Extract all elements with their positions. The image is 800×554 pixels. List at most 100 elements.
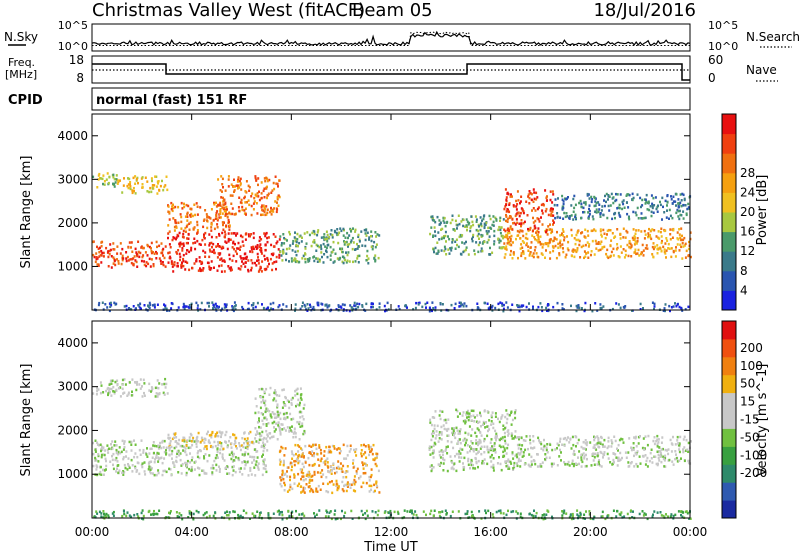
range-cell	[140, 511, 143, 515]
range-cell	[297, 472, 300, 476]
range-cell	[266, 211, 269, 215]
range-cell	[505, 464, 508, 468]
range-cell	[274, 389, 277, 392]
range-cell	[230, 268, 233, 272]
range-cell	[94, 456, 97, 460]
range-cell	[256, 212, 259, 215]
range-cell	[626, 231, 629, 234]
range-cell	[499, 239, 502, 243]
range-cell	[671, 202, 674, 205]
range-cell	[281, 510, 283, 514]
range-cell	[107, 386, 110, 390]
range-cell	[344, 511, 347, 514]
range-cell	[173, 263, 176, 267]
range-cell	[616, 447, 618, 450]
range-cell	[168, 243, 171, 246]
range-cell	[203, 441, 206, 444]
range-cell	[443, 216, 446, 220]
range-cell	[163, 382, 166, 386]
range-cell	[542, 202, 545, 206]
range-cell	[154, 458, 157, 461]
range-cell	[164, 184, 167, 187]
range-cell	[572, 210, 575, 213]
range-cell	[590, 229, 593, 233]
range-cell	[582, 211, 584, 214]
range-cell	[98, 255, 101, 258]
range-cell	[289, 483, 292, 487]
range-cell	[666, 204, 668, 207]
range-cell	[227, 178, 230, 181]
range-cell	[437, 440, 440, 443]
range-cell	[634, 248, 637, 251]
range-cell	[322, 461, 325, 464]
range-cell	[295, 458, 298, 461]
range-cell	[301, 468, 304, 471]
range-cell	[263, 458, 266, 461]
range-cell	[338, 257, 341, 261]
range-cell	[278, 394, 281, 397]
range-cell	[509, 239, 512, 243]
range-cell	[196, 439, 199, 443]
range-cell	[288, 230, 291, 234]
range-cell	[210, 208, 213, 211]
range-cell	[583, 309, 586, 313]
range-cell	[116, 383, 119, 387]
range-cell	[209, 268, 212, 271]
range-cell	[502, 303, 505, 307]
range-cell	[196, 239, 199, 243]
range-cell	[469, 461, 472, 464]
range-cell	[481, 459, 484, 463]
range-cell	[437, 231, 440, 234]
colorbar-tick-label: 8	[740, 264, 748, 278]
range-cell	[518, 305, 521, 309]
range-cell	[143, 394, 146, 397]
range-cell	[509, 215, 511, 218]
range-cell	[231, 473, 234, 477]
range-cell	[593, 204, 596, 208]
range-cell	[153, 512, 156, 516]
range-cell	[307, 260, 310, 263]
range-cell	[572, 197, 575, 201]
range-cell	[647, 235, 649, 239]
range-cell	[96, 473, 99, 477]
range-cell	[128, 514, 131, 517]
range-cell	[328, 304, 331, 307]
range-cell	[258, 432, 261, 435]
range-cell	[657, 230, 660, 233]
range-cell	[279, 482, 282, 486]
range-cell	[208, 233, 211, 236]
range-cell	[520, 243, 523, 246]
range-cell	[326, 255, 329, 259]
range-cell	[367, 262, 370, 265]
range-cell	[316, 233, 319, 237]
range-cell	[464, 419, 467, 422]
range-cell	[225, 212, 227, 216]
range-cell	[501, 246, 503, 250]
range-cell	[687, 461, 690, 465]
range-cell	[662, 514, 665, 518]
range-cell	[452, 467, 455, 471]
range-cell	[551, 230, 554, 233]
range-cell	[180, 464, 183, 467]
range-cell	[239, 268, 242, 271]
range-cell	[224, 201, 227, 204]
range-cell	[259, 396, 262, 399]
range-cell	[145, 451, 147, 455]
range-cell	[172, 203, 174, 206]
range-cell	[294, 303, 297, 306]
range-cell	[530, 455, 533, 459]
range-cell	[188, 222, 191, 225]
range-cell	[194, 213, 197, 217]
range-cell	[578, 243, 581, 247]
range-cell	[243, 467, 246, 470]
range-cell	[294, 517, 297, 520]
range-cell	[127, 259, 130, 262]
range-cell	[155, 240, 158, 244]
range-cell	[634, 240, 637, 243]
range-cell	[616, 207, 619, 210]
range-cell	[151, 387, 154, 390]
range-cell	[279, 460, 282, 463]
range-cell	[225, 303, 228, 306]
range-cell	[190, 465, 193, 469]
range-cell	[429, 465, 432, 468]
